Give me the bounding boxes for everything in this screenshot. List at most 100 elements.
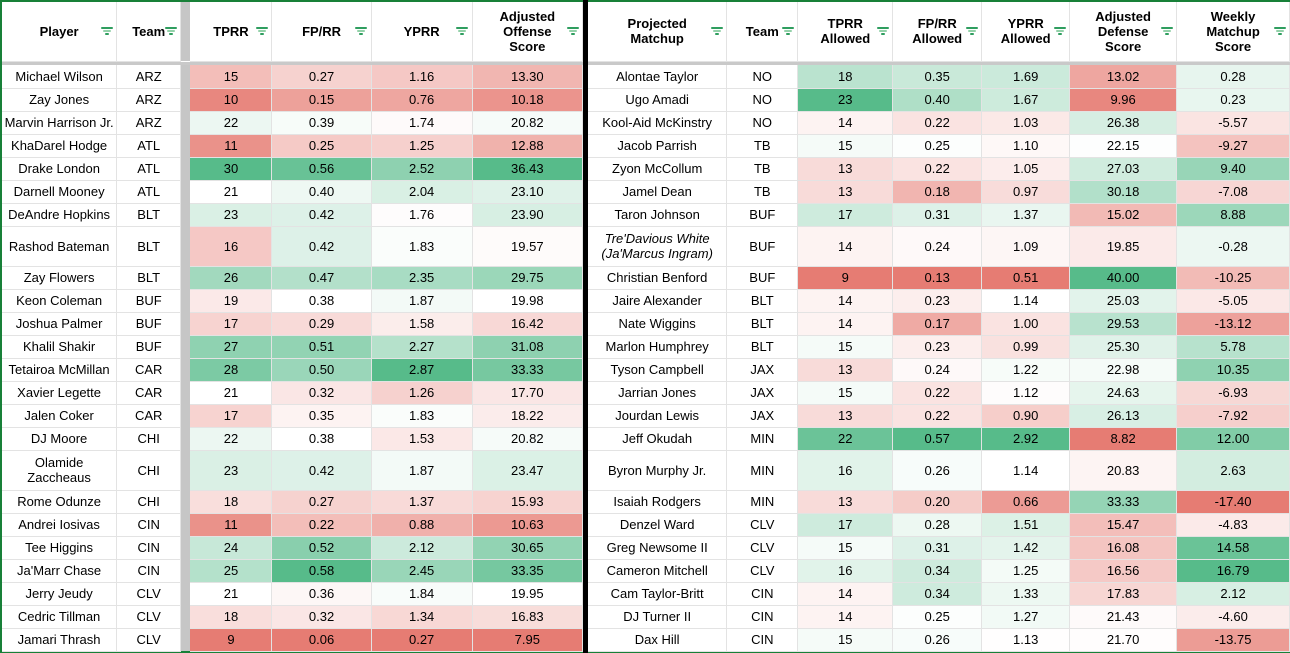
cell-score[interactable]: 23.10 xyxy=(472,180,584,204)
cell-fprr[interactable]: 0.17 xyxy=(892,312,983,336)
cell-fprr[interactable]: 0.24 xyxy=(892,226,983,267)
cell-yprr[interactable]: 0.27 xyxy=(371,628,473,652)
cell-yprr[interactable]: 1.74 xyxy=(371,111,473,135)
cell-fprr[interactable]: 0.22 xyxy=(892,111,983,135)
cell-weekly[interactable]: -10.25 xyxy=(1176,266,1290,290)
cell-tprr[interactable]: 10 xyxy=(190,88,273,112)
cell-player[interactable]: Tyson Campbell xyxy=(588,358,728,382)
cell-yprr[interactable]: 0.76 xyxy=(371,88,473,112)
cell-tprr[interactable]: 13 xyxy=(797,157,894,181)
cell-yprr[interactable]: 1.53 xyxy=(371,427,473,451)
cell-tprr[interactable]: 13 xyxy=(797,180,894,204)
cell-fprr[interactable]: 0.38 xyxy=(271,427,372,451)
cell-player[interactable]: Jacob Parrish xyxy=(588,134,728,158)
cell-yprr[interactable]: 2.92 xyxy=(981,427,1071,451)
cell-player[interactable]: KhaDarel Hodge xyxy=(2,134,118,158)
cell-fprr[interactable]: 0.40 xyxy=(892,88,983,112)
cell-tprr[interactable]: 14 xyxy=(797,312,894,336)
cell-team[interactable]: CHI xyxy=(116,427,182,451)
cell-player[interactable]: Jourdan Lewis xyxy=(588,404,728,428)
cell-team[interactable]: CAR xyxy=(116,404,182,428)
cell-player[interactable]: Kool-Aid McKinstry xyxy=(588,111,728,135)
cell-yprr[interactable]: 1.33 xyxy=(981,582,1071,606)
cell-weekly[interactable]: -0.28 xyxy=(1176,226,1290,267)
cell-fprr[interactable]: 0.39 xyxy=(271,111,372,135)
cell-tprr[interactable]: 15 xyxy=(797,381,894,405)
cell-team[interactable]: MIN xyxy=(726,427,799,451)
cell-weekly[interactable]: -4.83 xyxy=(1176,513,1290,537)
cell-team[interactable]: ATL xyxy=(116,134,182,158)
cell-player[interactable]: Rashod Bateman xyxy=(2,226,118,267)
cell-yprr[interactable]: 2.45 xyxy=(371,559,473,583)
cell-tprr[interactable]: 9 xyxy=(190,628,273,652)
cell-team[interactable]: BUF xyxy=(726,203,799,227)
cell-fprr[interactable]: 0.25 xyxy=(271,134,372,158)
filter-icon[interactable] xyxy=(1273,26,1286,36)
cell-team[interactable]: JAX xyxy=(726,381,799,405)
cell-score[interactable]: 13.30 xyxy=(472,65,584,89)
cell-score[interactable]: 20.82 xyxy=(472,427,584,451)
cell-yprr[interactable]: 1.87 xyxy=(371,289,473,313)
cell-fprr[interactable]: 0.26 xyxy=(892,450,983,491)
cell-weekly[interactable]: -9.27 xyxy=(1176,134,1290,158)
cell-player[interactable]: Jerry Jeudy xyxy=(2,582,118,606)
cell-score[interactable]: 29.53 xyxy=(1069,312,1178,336)
cell-weekly[interactable]: 9.40 xyxy=(1176,157,1290,181)
cell-weekly[interactable]: 14.58 xyxy=(1176,536,1290,560)
cell-score[interactable]: 9.96 xyxy=(1069,88,1178,112)
cell-player[interactable]: Zyon McCollum xyxy=(588,157,728,181)
cell-player[interactable]: Keon Coleman xyxy=(2,289,118,313)
cell-score[interactable]: 15.47 xyxy=(1069,513,1178,537)
cell-tprr[interactable]: 14 xyxy=(797,582,894,606)
cell-team[interactable]: CLV xyxy=(726,559,799,583)
cell-tprr[interactable]: 23 xyxy=(797,88,894,112)
cell-weekly[interactable]: -13.75 xyxy=(1176,628,1290,652)
cell-yprr[interactable]: 1.05 xyxy=(981,157,1071,181)
cell-player[interactable]: Jamel Dean xyxy=(588,180,728,204)
column-header-yprr[interactable]: YPRR xyxy=(371,2,473,62)
cell-yprr[interactable]: 1.51 xyxy=(981,513,1071,537)
cell-fprr[interactable]: 0.35 xyxy=(271,404,372,428)
cell-yprr[interactable]: 1.37 xyxy=(981,203,1071,227)
cell-score[interactable]: 13.02 xyxy=(1069,65,1178,89)
cell-player[interactable]: Jeff Okudah xyxy=(588,427,728,451)
cell-score[interactable]: 22.98 xyxy=(1069,358,1178,382)
cell-player[interactable]: Olamide Zaccheaus xyxy=(2,450,118,491)
cell-team[interactable]: BLT xyxy=(726,335,799,359)
cell-tprr[interactable]: 26 xyxy=(190,266,273,290)
cell-yprr[interactable]: 1.67 xyxy=(981,88,1071,112)
filter-icon[interactable] xyxy=(1160,26,1173,36)
cell-fprr[interactable]: 0.42 xyxy=(271,226,372,267)
cell-fprr[interactable]: 0.27 xyxy=(271,65,372,89)
filter-icon[interactable] xyxy=(456,26,469,36)
cell-player[interactable]: Cameron Mitchell xyxy=(588,559,728,583)
cell-team[interactable]: ATL xyxy=(116,157,182,181)
cell-fprr[interactable]: 0.47 xyxy=(271,266,372,290)
cell-fprr[interactable]: 0.31 xyxy=(892,536,983,560)
cell-fprr[interactable]: 0.25 xyxy=(892,134,983,158)
cell-score[interactable]: 21.70 xyxy=(1069,628,1178,652)
cell-player[interactable]: Denzel Ward xyxy=(588,513,728,537)
cell-tprr[interactable]: 28 xyxy=(190,358,273,382)
cell-yprr[interactable]: 2.52 xyxy=(371,157,473,181)
cell-tprr[interactable]: 15 xyxy=(797,536,894,560)
cell-fprr[interactable]: 0.32 xyxy=(271,605,372,629)
cell-fprr[interactable]: 0.13 xyxy=(892,266,983,290)
cell-fprr[interactable]: 0.22 xyxy=(892,404,983,428)
cell-player[interactable]: Michael Wilson xyxy=(2,65,118,89)
cell-score[interactable]: 16.56 xyxy=(1069,559,1178,583)
cell-yprr[interactable]: 1.12 xyxy=(981,381,1071,405)
cell-fprr[interactable]: 0.32 xyxy=(271,381,372,405)
cell-score[interactable]: 15.93 xyxy=(472,490,584,514)
cell-score[interactable]: 26.13 xyxy=(1069,404,1178,428)
column-header-score[interactable]: Adjusted Offense Score xyxy=(472,2,584,62)
cell-score[interactable]: 33.33 xyxy=(1069,490,1178,514)
cell-player[interactable]: Joshua Palmer xyxy=(2,312,118,336)
cell-player[interactable]: Greg Newsome II xyxy=(588,536,728,560)
cell-player[interactable]: Khalil Shakir xyxy=(2,335,118,359)
cell-yprr[interactable]: 1.22 xyxy=(981,358,1071,382)
cell-player[interactable]: Darnell Mooney xyxy=(2,180,118,204)
cell-score[interactable]: 7.95 xyxy=(472,628,584,652)
cell-score[interactable]: 30.18 xyxy=(1069,180,1178,204)
column-header-player[interactable]: Player xyxy=(2,2,118,62)
